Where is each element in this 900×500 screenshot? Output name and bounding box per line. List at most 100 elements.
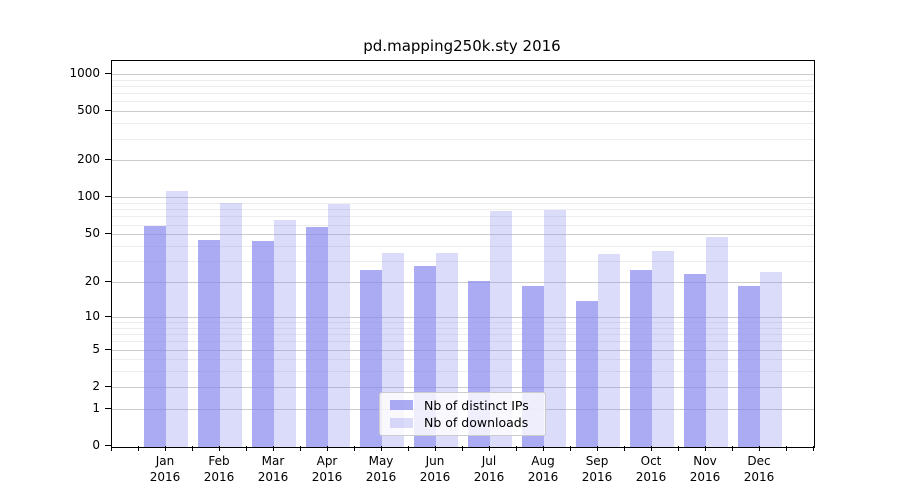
y-tick bbox=[105, 73, 111, 74]
y-tick bbox=[105, 196, 111, 197]
minor-gridline bbox=[112, 209, 814, 210]
x-tick-label-month: Nov bbox=[693, 454, 717, 468]
y-tick-label: 20 bbox=[84, 274, 100, 288]
y-tick-label: 500 bbox=[77, 103, 100, 117]
minor-gridline bbox=[112, 359, 814, 360]
minor-gridline bbox=[112, 86, 814, 87]
minor-gridline bbox=[112, 261, 814, 262]
chart-title: pd.mapping250k.sty 2016 bbox=[363, 37, 561, 55]
y-tick-label: 5 bbox=[92, 342, 100, 356]
x-tick-label: May 2016 bbox=[354, 453, 408, 485]
plot-area bbox=[111, 60, 815, 448]
y-tick bbox=[105, 281, 111, 282]
x-tick-label-month: May bbox=[368, 454, 394, 468]
x-tick-label-month: Oct bbox=[640, 454, 662, 468]
bar-downloads bbox=[760, 272, 782, 447]
x-tick bbox=[732, 446, 733, 451]
x-tick bbox=[435, 446, 436, 451]
x-tick-label: Mar 2016 bbox=[246, 453, 300, 485]
x-tick-label-year: 2016 bbox=[149, 470, 181, 484]
bar-downloads bbox=[274, 220, 296, 447]
bar-distinct-ips bbox=[360, 270, 382, 447]
x-tick-label: Feb 2016 bbox=[192, 453, 246, 485]
y-tick-label: 200 bbox=[77, 152, 100, 166]
x-tick bbox=[813, 446, 814, 451]
legend-label-distinct-ips: Nb of distinct IPs bbox=[424, 397, 529, 413]
x-tick-label-year: 2016 bbox=[473, 470, 505, 484]
x-tick-label-year: 2016 bbox=[689, 470, 721, 484]
bar-downloads bbox=[328, 204, 350, 447]
x-tick-label: Jan 2016 bbox=[138, 453, 192, 485]
y-tick bbox=[105, 233, 111, 234]
x-tick bbox=[219, 446, 220, 451]
y-tick-label: 10 bbox=[84, 309, 100, 323]
x-tick-label: Jun 2016 bbox=[408, 453, 462, 485]
bar-distinct-ips bbox=[630, 270, 652, 447]
y-tick-label: 2 bbox=[92, 379, 100, 393]
y-tick bbox=[105, 445, 111, 446]
bar-distinct-ips bbox=[684, 274, 706, 447]
bar-downloads bbox=[220, 203, 242, 447]
x-tick bbox=[165, 446, 166, 451]
x-tick bbox=[327, 446, 328, 451]
legend: Nb of distinct IPs Nb of downloads bbox=[379, 392, 546, 436]
x-tick bbox=[678, 446, 679, 451]
major-gridline bbox=[112, 387, 814, 388]
bar-distinct-ips bbox=[306, 227, 328, 447]
x-tick bbox=[624, 446, 625, 451]
x-tick bbox=[786, 446, 787, 451]
x-tick bbox=[651, 446, 652, 451]
major-gridline bbox=[112, 197, 814, 198]
x-tick bbox=[192, 446, 193, 451]
bar-downloads bbox=[706, 237, 728, 447]
x-tick-label: Aug 2016 bbox=[516, 453, 570, 485]
major-gridline bbox=[112, 317, 814, 318]
y-tick bbox=[105, 408, 111, 409]
minor-gridline bbox=[112, 371, 814, 372]
minor-gridline bbox=[112, 139, 814, 140]
legend-label-downloads: Nb of downloads bbox=[424, 415, 529, 431]
bar-downloads bbox=[166, 191, 188, 447]
x-tick bbox=[381, 446, 382, 451]
x-tick-label-year: 2016 bbox=[257, 470, 289, 484]
x-tick-label-year: 2016 bbox=[419, 470, 451, 484]
minor-gridline bbox=[112, 203, 814, 204]
x-tick bbox=[597, 446, 598, 451]
major-gridline bbox=[112, 160, 814, 161]
minor-gridline bbox=[112, 341, 814, 342]
legend-entry-downloads: Nb of downloads bbox=[388, 415, 537, 430]
bar-distinct-ips bbox=[198, 240, 220, 447]
x-tick-label-year: 2016 bbox=[635, 470, 667, 484]
x-tick bbox=[300, 446, 301, 451]
x-tick bbox=[111, 446, 112, 451]
minor-gridline bbox=[112, 334, 814, 335]
bar-downloads bbox=[490, 211, 512, 447]
x-tick-label: Apr 2016 bbox=[300, 453, 354, 485]
x-tick bbox=[138, 446, 139, 451]
minor-gridline bbox=[112, 123, 814, 124]
x-tick-label: Jul 2016 bbox=[462, 453, 516, 485]
x-tick bbox=[759, 446, 760, 451]
x-tick bbox=[246, 446, 247, 451]
x-tick-label: Sep 2016 bbox=[570, 453, 624, 485]
x-tick-label: Nov 2016 bbox=[678, 453, 732, 485]
major-gridline bbox=[112, 74, 814, 75]
minor-gridline bbox=[112, 93, 814, 94]
x-tick bbox=[408, 446, 409, 451]
bar-downloads bbox=[544, 210, 566, 447]
minor-gridline bbox=[112, 246, 814, 247]
major-gridline bbox=[112, 282, 814, 283]
minor-gridline bbox=[112, 225, 814, 226]
x-tick bbox=[489, 446, 490, 451]
bar-distinct-ips bbox=[252, 241, 274, 447]
x-tick bbox=[516, 446, 517, 451]
x-tick bbox=[570, 446, 571, 451]
bar-downloads bbox=[598, 254, 620, 447]
x-tick-label-month: Dec bbox=[747, 454, 771, 468]
y-tick bbox=[105, 349, 111, 350]
x-tick-label-month: Jul bbox=[481, 454, 497, 468]
legend-swatch-distinct-ips-icon bbox=[390, 400, 413, 411]
x-tick-label: Oct 2016 bbox=[624, 453, 678, 485]
x-tick-label-year: 2016 bbox=[365, 470, 397, 484]
